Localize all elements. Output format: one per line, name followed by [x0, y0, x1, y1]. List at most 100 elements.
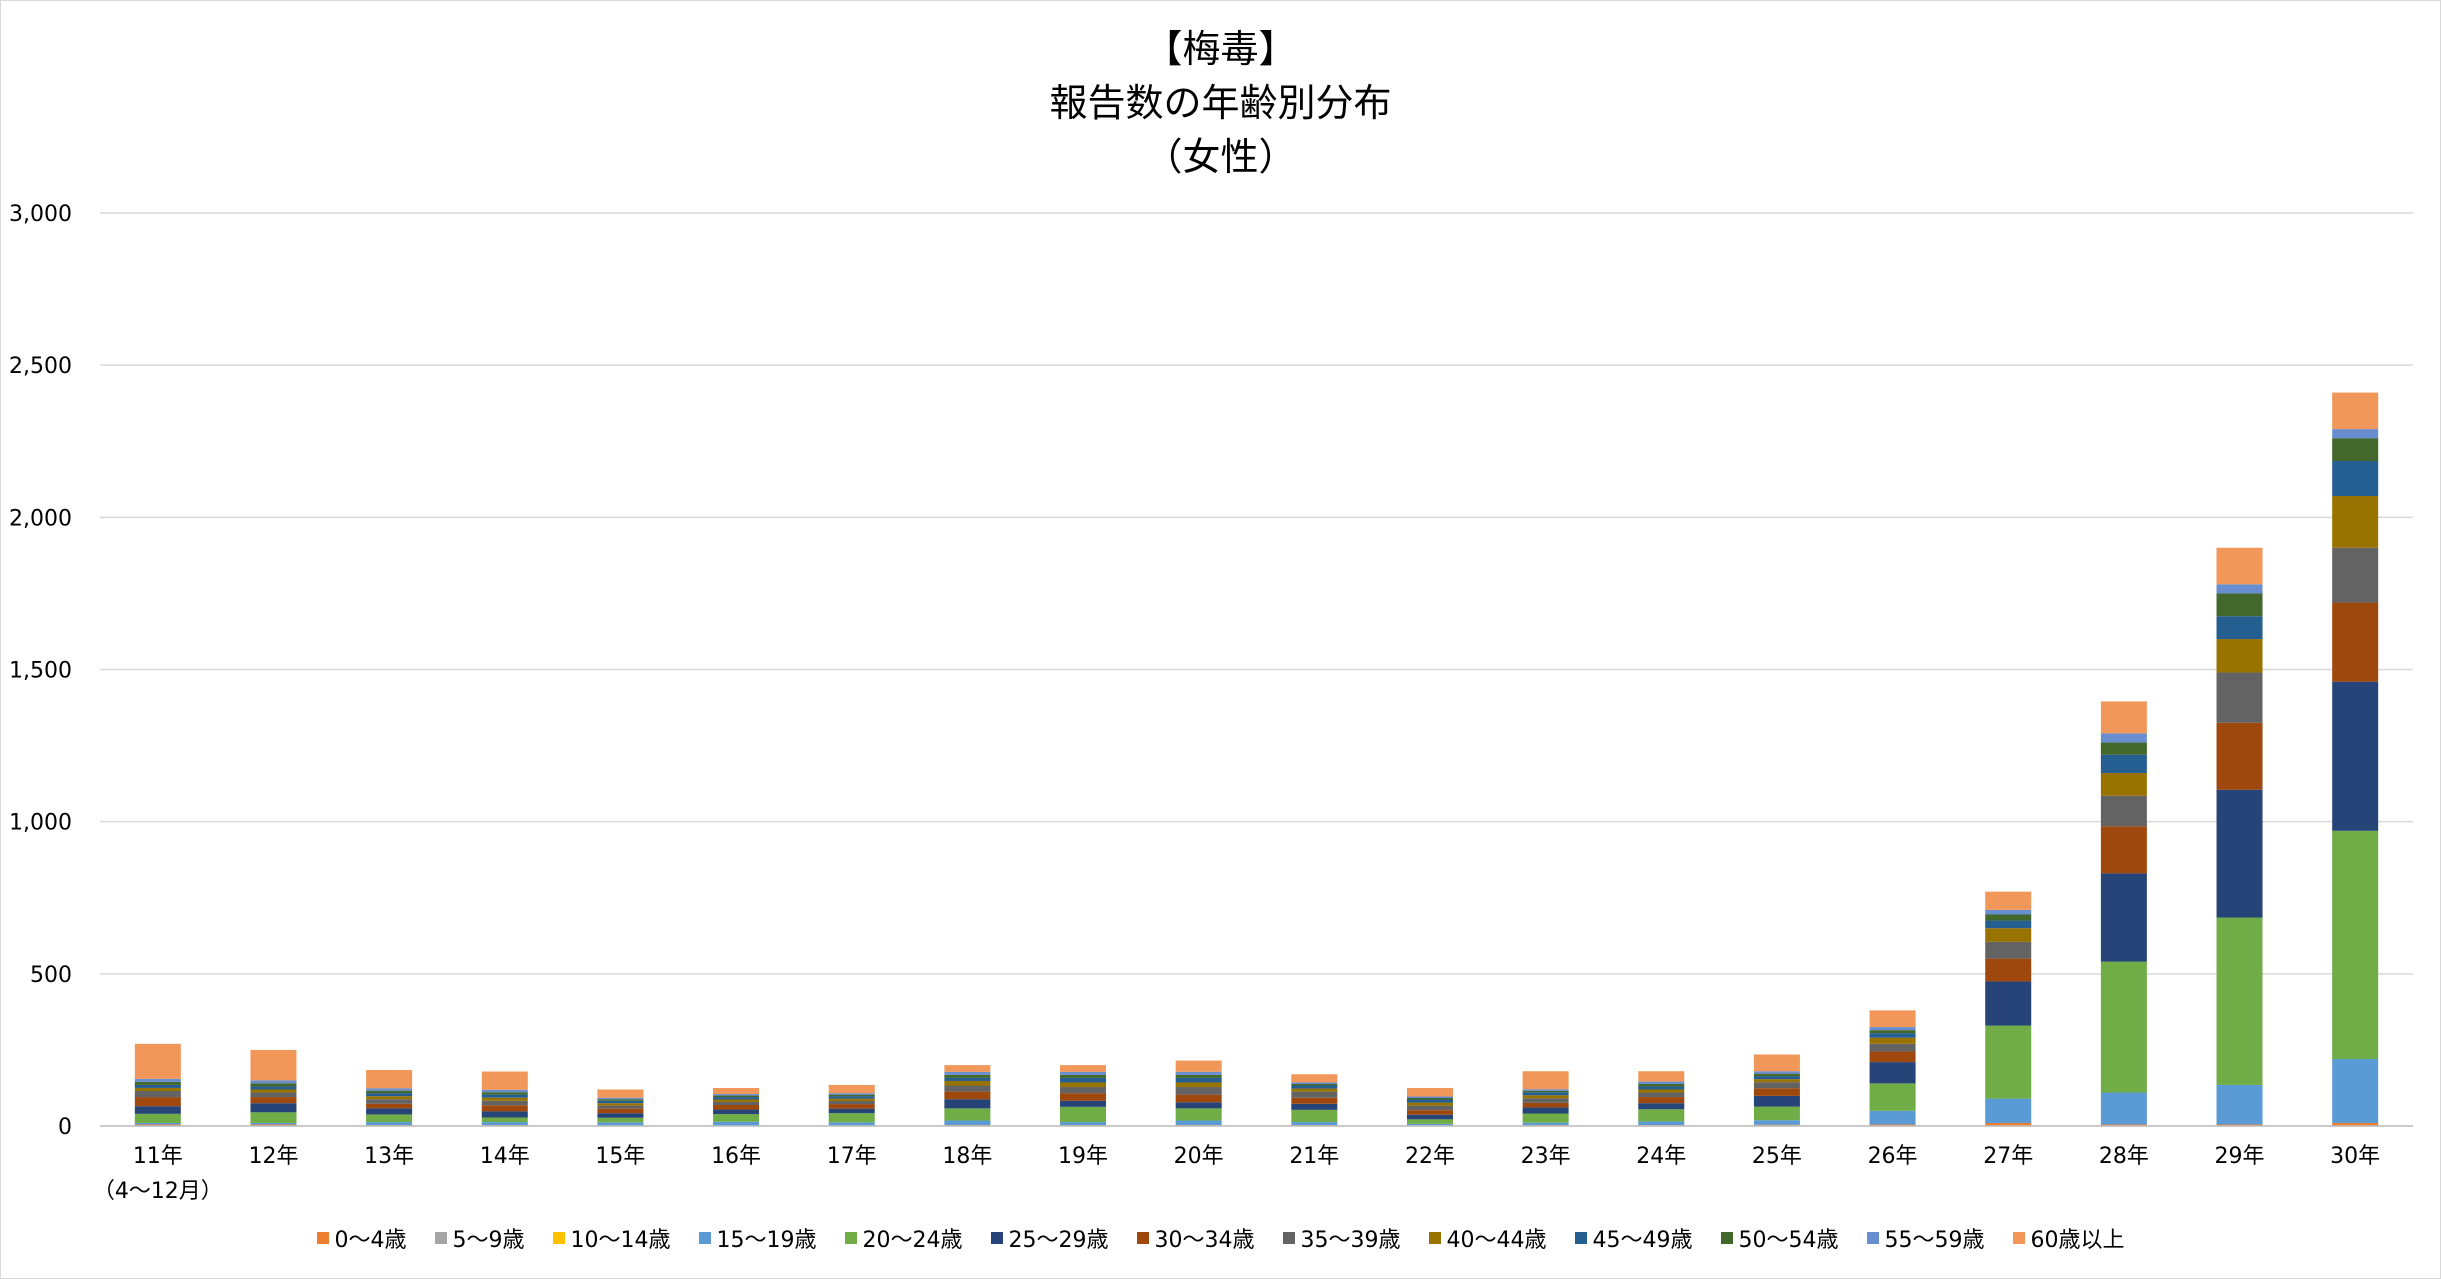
bar-segment-35～39歳-17年 — [828, 1101, 875, 1105]
legend-label: 45～49歳 — [1592, 1228, 1693, 1253]
bar-segment-30～34歳-16年 — [713, 1105, 760, 1110]
bar-segment-60歳以上-30年 — [2332, 392, 2379, 430]
bar-segment-25～29歳-22年 — [1406, 1114, 1453, 1120]
bar-segment-25～29歳-14年 — [481, 1111, 528, 1118]
x-tick-label: 18年 — [942, 1144, 992, 1169]
bar-segment-50～54歳-30年 — [2332, 438, 2379, 462]
bar-segment-60歳以上-20年 — [1175, 1060, 1222, 1072]
bar-segment-60歳以上-16年 — [713, 1087, 760, 1095]
bar-segment-50～54歳-26年 — [1869, 1030, 1916, 1034]
bar-segment-25～29歳-15年 — [597, 1113, 644, 1118]
x-tick-label: 29年 — [2215, 1144, 2265, 1169]
bar-segment-25～29歳-21年 — [1291, 1103, 1338, 1110]
bar-segment-25～29歳-16年 — [713, 1109, 760, 1115]
legend-swatch — [1282, 1232, 1295, 1244]
x-tick-label: 28年 — [2099, 1144, 2149, 1169]
bar-segment-20～24歳-30年 — [2332, 830, 2379, 1060]
bar-segment-40～44歳-25年 — [1753, 1079, 1800, 1083]
bar-segment-15～19歳-19年 — [1060, 1122, 1107, 1126]
legend-swatch — [698, 1232, 711, 1244]
bars — [134, 392, 2379, 1126]
bar-segment-30～34歳-13年 — [366, 1103, 413, 1109]
chart-title-line-2: 報告数の年齢別分布 — [1049, 81, 1392, 125]
bar-segment-40～44歳-28年 — [2100, 772, 2147, 796]
legend-item: 25～29歳 — [990, 1222, 1109, 1254]
bar-segment-0～4歳-26年 — [1869, 1124, 1916, 1126]
x-tick-label: 26年 — [1868, 1144, 1918, 1169]
legend-item: 40～44歳 — [1428, 1222, 1547, 1254]
bar-segment-50～54歳-21年 — [1291, 1084, 1338, 1086]
bar-segment-25～29歳-23年 — [1522, 1107, 1569, 1114]
bar-segment-60歳以上-13年 — [366, 1070, 413, 1089]
bar-stack-17年 — [828, 1084, 875, 1126]
bar-stack-21年 — [1291, 1074, 1338, 1126]
bar-segment-50～54歳-22年 — [1406, 1098, 1453, 1100]
bar-segment-20～24歳-28年 — [2100, 961, 2147, 1093]
bar-segment-55～59歳-21年 — [1291, 1082, 1338, 1085]
bar-segment-30～34歳-11年 — [134, 1097, 181, 1107]
bar-segment-30～34歳-20年 — [1175, 1094, 1222, 1103]
bar-segment-40～44歳-13年 — [366, 1096, 413, 1100]
bar-segment-25～29歳-20年 — [1175, 1102, 1222, 1109]
legend-item: 30～34歳 — [1136, 1222, 1255, 1254]
bar-segment-30～34歳-24年 — [1638, 1097, 1685, 1104]
bar-segment-0～4歳-29年 — [2216, 1124, 2263, 1126]
bar-stack-30年 — [2332, 392, 2379, 1126]
bar-segment-55～59歳-28年 — [2100, 733, 2147, 743]
bar-segment-50～54歳-14年 — [481, 1092, 528, 1095]
legend-label: 60歳以上 — [2030, 1228, 2125, 1253]
bar-segment-40～44歳-19年 — [1060, 1082, 1107, 1088]
bar-segment-60歳以上-18年 — [944, 1065, 991, 1072]
bar-segment-40～44歳-21年 — [1291, 1088, 1338, 1092]
bar-segment-50～54歳-17年 — [828, 1094, 875, 1097]
x-tick-label: 27年 — [1983, 1144, 2033, 1169]
bar-segment-25～29歳-11年 — [134, 1106, 181, 1114]
bar-segment-35～39歳-11年 — [134, 1091, 181, 1098]
bar-stack-29年 — [2216, 547, 2263, 1126]
bar-stack-27年 — [1985, 891, 2032, 1126]
legend-label: 55～59歳 — [1884, 1228, 1985, 1253]
bar-segment-25～29歳-13年 — [366, 1108, 413, 1115]
bar-segment-55～59歳-24年 — [1638, 1081, 1685, 1085]
bar-segment-35～39歳-24年 — [1638, 1092, 1685, 1098]
bar-segment-20～24歳-23年 — [1522, 1113, 1569, 1123]
bar-segment-45～49歳-13年 — [366, 1093, 413, 1097]
bar-segment-40～44歳-14年 — [481, 1097, 528, 1101]
bar-segment-15～19歳-17年 — [828, 1122, 875, 1126]
bar-segment-25～29歳-17年 — [828, 1108, 875, 1114]
bar-stack-14年 — [481, 1071, 528, 1126]
bar-segment-15～19歳-22年 — [1406, 1123, 1453, 1126]
legend-label: 0～4歳 — [334, 1228, 407, 1253]
bar-segment-45～49歳-29年 — [2216, 616, 2263, 640]
bar-segment-20～24歳-15年 — [597, 1117, 644, 1123]
bar-segment-55～59歳-20年 — [1175, 1071, 1222, 1075]
bar-segment-35～39歳-22年 — [1406, 1105, 1453, 1111]
bar-segment-35～39歳-27年 — [1985, 941, 2032, 959]
bar-segment-30～34歳-29年 — [2216, 722, 2263, 790]
bar-segment-45～49歳-12年 — [250, 1086, 297, 1090]
x-tick-label: 15年 — [595, 1144, 645, 1169]
bar-segment-15～19歳-13年 — [366, 1122, 413, 1126]
grid-lines — [100, 212, 2413, 1127]
x-tick-label: 21年 — [1289, 1144, 1339, 1169]
bar-segment-60歳以上-11年 — [134, 1043, 181, 1079]
x-tick-label: 14年 — [480, 1144, 530, 1169]
bar-stack-24年 — [1638, 1071, 1685, 1126]
bar-segment-50～54歳-11年 — [134, 1081, 181, 1085]
bar-segment-35～39歳-13年 — [366, 1099, 413, 1104]
bar-stack-23年 — [1522, 1071, 1569, 1126]
bar-segment-35～39歳-19年 — [1060, 1087, 1107, 1094]
bar-segment-40～44歳-23年 — [1522, 1095, 1569, 1099]
x-tick-label: 25年 — [1752, 1144, 1802, 1169]
bar-segment-25～29歳-27年 — [1985, 981, 2032, 1026]
legend-label: 15～19歳 — [716, 1228, 817, 1253]
bar-segment-50～54歳-13年 — [366, 1090, 413, 1094]
bar-stack-12年 — [250, 1049, 297, 1126]
legend-swatch — [844, 1232, 857, 1244]
bar-segment-60歳以上-15年 — [597, 1089, 644, 1098]
bar-stack-22年 — [1406, 1087, 1453, 1126]
bar-segment-50～54歳-18年 — [944, 1074, 991, 1078]
bar-segment-45～49歳-26年 — [1869, 1033, 1916, 1038]
bar-segment-15～19歳-23年 — [1522, 1122, 1569, 1126]
bar-segment-45～49歳-17年 — [828, 1096, 875, 1099]
